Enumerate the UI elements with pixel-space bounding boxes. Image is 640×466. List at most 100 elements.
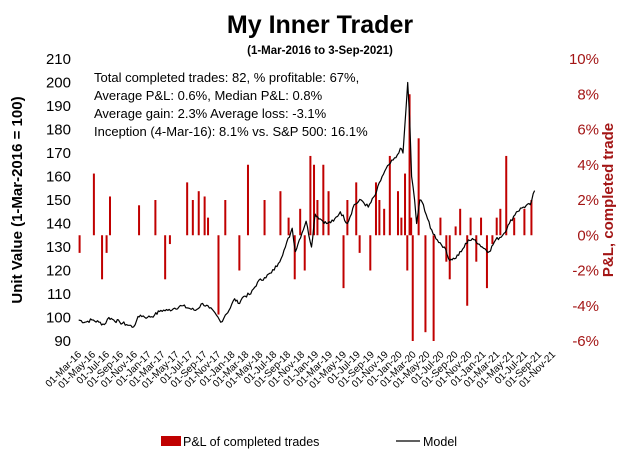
- left-tick-label: 170: [46, 145, 71, 162]
- right-axis-title: P&L, completed trade: [600, 123, 617, 277]
- legend-bar-label: P&L of completed trades: [183, 435, 319, 449]
- pnl-bar: [410, 217, 413, 236]
- pnl-bar: [293, 235, 296, 280]
- left-tick-label: 120: [46, 263, 71, 280]
- left-tick-label: 160: [46, 169, 71, 186]
- pnl-bar: [322, 164, 325, 236]
- chart-subtitle: (1-Mar-2016 to 3-Sep-2021): [247, 45, 393, 57]
- pnl-bar: [342, 235, 345, 289]
- pnl-bar: [374, 182, 377, 236]
- pnl-bar: [466, 235, 469, 306]
- right-tick-label: -6%: [572, 333, 599, 350]
- right-axis-label: P&L, completed trade: [600, 123, 617, 277]
- pnl-bar: [358, 235, 361, 253]
- pnl-bar: [495, 217, 498, 236]
- pnl-bar: [369, 235, 372, 271]
- pnl-bar: [224, 200, 227, 236]
- right-tick-label: 0%: [577, 227, 599, 244]
- right-tick-label: 8%: [577, 86, 599, 103]
- left-tick-label: 100: [46, 310, 71, 327]
- pnl-bar: [491, 235, 494, 245]
- pnl-bar: [138, 205, 141, 236]
- pnl-bar: [186, 182, 189, 236]
- pnl-bar: [383, 208, 386, 236]
- pnl-bar: [513, 217, 516, 236]
- pnl-bar: [480, 217, 483, 236]
- annotation-line-3: Average gain: 2.3% Average loss: -3.1%: [94, 106, 327, 121]
- right-tick-label: -2%: [572, 263, 599, 280]
- pnl-bar: [303, 235, 306, 271]
- pnl-bar: [459, 208, 462, 236]
- left-tick-label: 210: [46, 51, 71, 68]
- left-axis-title: Unit Value (1-Mar-2016 = 100): [9, 96, 26, 303]
- pnl-bar: [475, 235, 478, 262]
- pnl-bar: [448, 235, 451, 280]
- left-axis-ticks: 90 100 110 120 130 140 150 160 170 180 190 200 210: [46, 51, 71, 350]
- legend: P&L of completed trades Model: [161, 435, 457, 449]
- pnl-bar: [105, 235, 108, 253]
- pnl-bar: [523, 208, 526, 236]
- pnl-bar: [203, 196, 206, 236]
- pnl-bar: [327, 191, 330, 236]
- left-tick-label: 90: [54, 333, 71, 350]
- annotation-line-1: Total completed trades: 82, % profitable…: [94, 70, 359, 85]
- stats-annotations: Total completed trades: 82, % profitable…: [94, 70, 368, 139]
- pnl-bar: [109, 196, 111, 236]
- pnl-bar: [432, 235, 435, 341]
- annotation-line-4: Inception (4-Mar-16): 8.1% vs. S&P 500: …: [94, 124, 368, 139]
- pnl-bar: [499, 208, 502, 236]
- pnl-bar: [168, 235, 171, 245]
- pnl-bar: [279, 191, 282, 236]
- pnl-bar: [246, 164, 249, 236]
- left-tick-label: 200: [46, 75, 71, 92]
- left-tick-label: 130: [46, 239, 71, 256]
- left-axis-label: Unit Value (1-Mar-2016 = 100): [9, 96, 26, 303]
- pnl-bar: [439, 217, 442, 236]
- pnl-bar: [411, 235, 414, 341]
- pnl-bar: [530, 200, 533, 236]
- right-tick-label: 10%: [569, 51, 599, 68]
- left-tick-label: 150: [46, 192, 71, 209]
- pnl-bar: [263, 200, 266, 236]
- pnl-bar: [469, 217, 472, 236]
- pnl-bar: [78, 235, 81, 253]
- pnl-bar: [445, 235, 448, 262]
- pnl-bar: [207, 217, 210, 236]
- right-tick-label: -4%: [572, 298, 599, 315]
- left-tick-label: 180: [46, 122, 71, 139]
- pnl-bar: [101, 235, 104, 280]
- pnl-bar: [355, 182, 358, 236]
- pnl-bar: [287, 217, 290, 236]
- pnl-bar: [164, 235, 167, 280]
- pnl-bar: [316, 200, 319, 236]
- pnl-bar: [408, 94, 411, 236]
- left-tick-label: 140: [46, 216, 71, 233]
- pnl-bar: [388, 155, 391, 236]
- pnl-bar: [154, 200, 157, 236]
- right-axis-ticks: -6% -4% -2% 0% 2% 4% 6% 8% 10%: [569, 51, 599, 350]
- pnl-bar: [454, 226, 457, 236]
- left-tick-label: 110: [47, 286, 71, 303]
- pnl-bar: [424, 235, 427, 333]
- model-line: [78, 81, 536, 328]
- pnl-bar: [396, 191, 399, 236]
- pnl-bar: [299, 208, 302, 236]
- pnl-bar: [404, 173, 407, 236]
- pnl-bar: [378, 200, 381, 236]
- pnl-bar: [417, 138, 420, 236]
- pnl-bar: [238, 235, 241, 271]
- pnl-bar: [309, 155, 312, 236]
- annotation-line-2: Average P&L: 0.6%, Median P&L: 0.8%: [94, 88, 323, 103]
- right-tick-label: 4%: [577, 157, 599, 174]
- pnl-bar: [406, 235, 409, 271]
- x-axis-ticks: 01-Mar-1601-May-1601-Jul-1601-Sep-1601-N…: [44, 349, 559, 391]
- pnl-bar: [346, 200, 349, 236]
- legend-line-label: Model: [423, 435, 457, 449]
- pnl-bar: [92, 173, 95, 236]
- pnl-bar: [485, 235, 488, 289]
- right-tick-label: 2%: [577, 192, 599, 209]
- pnl-bar: [400, 217, 403, 236]
- chart-title: My Inner Trader: [227, 11, 413, 39]
